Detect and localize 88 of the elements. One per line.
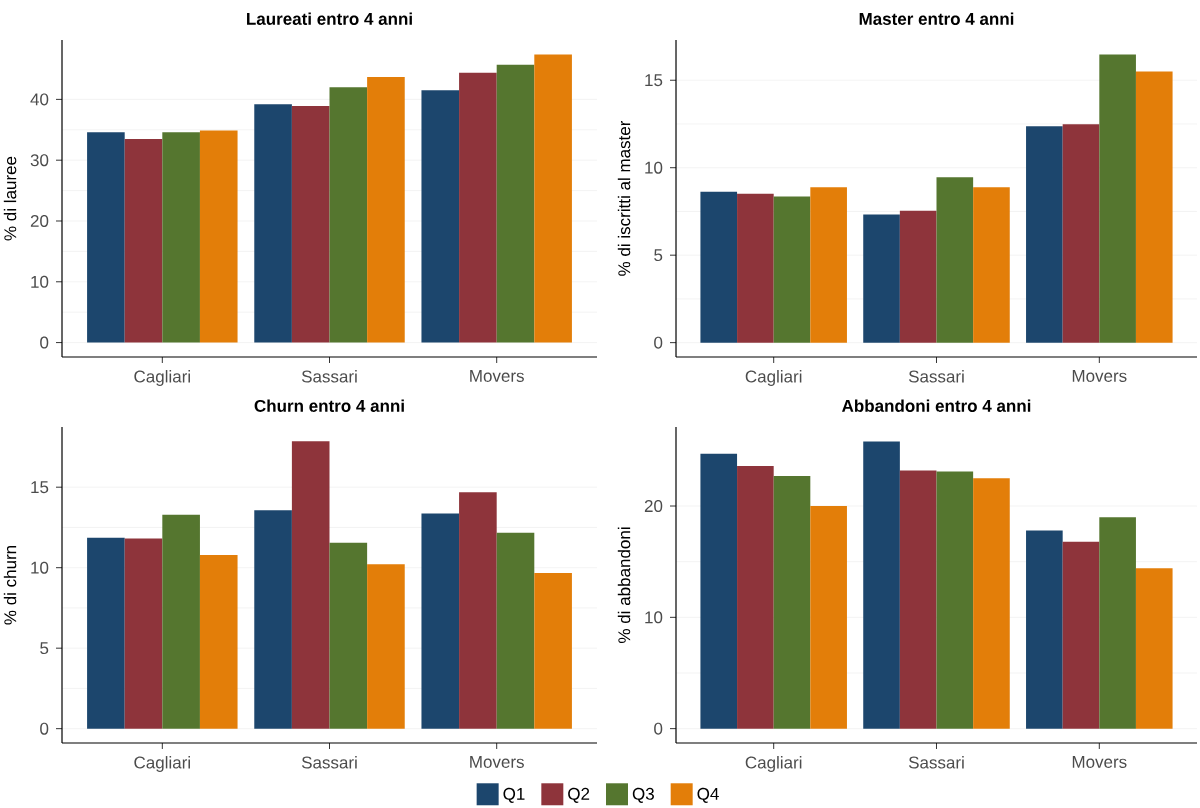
chart-title: Laureati entro 4 anni	[247, 12, 412, 25]
x-tick-label: Cagliari	[134, 756, 190, 772]
bar	[421, 513, 460, 729]
bar	[1099, 517, 1136, 729]
bar	[899, 470, 937, 729]
bar	[459, 72, 497, 343]
y-tick-label: 10	[645, 161, 663, 174]
bar	[1135, 71, 1173, 343]
bar	[162, 514, 200, 729]
bar	[124, 138, 163, 343]
bar	[1062, 124, 1100, 343]
bar	[1026, 530, 1063, 729]
y-tick-label: 0	[654, 336, 663, 349]
y-tick-label: 0	[40, 722, 49, 735]
y-tick-label: 0	[40, 336, 49, 349]
bar	[162, 132, 200, 343]
legend-label: Q2	[568, 787, 590, 803]
bar	[863, 214, 900, 343]
bar	[1026, 126, 1063, 343]
bar	[291, 441, 330, 729]
x-tick-label: Sassari	[908, 370, 964, 383]
bar	[199, 554, 238, 729]
x-tick-label: Movers	[1072, 370, 1127, 382]
bar	[700, 191, 738, 343]
legend-label: Q1	[503, 787, 525, 803]
bar	[973, 187, 1010, 343]
y-tick-label: 5	[40, 642, 49, 655]
bar	[1099, 54, 1136, 343]
bar	[291, 106, 330, 343]
y-tick-label: 15	[645, 74, 663, 87]
bar	[367, 76, 405, 343]
bar	[87, 537, 125, 729]
y-axis-title: % di lauree	[3, 156, 17, 241]
y-tick-label: 10	[31, 275, 49, 288]
bar	[459, 492, 497, 729]
y-tick-label: 15	[31, 481, 49, 494]
legend-label: Q3	[632, 787, 654, 803]
bar	[367, 564, 405, 729]
bar	[810, 187, 847, 343]
bar	[496, 64, 535, 343]
legend-label: Q4	[697, 787, 719, 803]
y-axis-title: % di churn	[3, 545, 17, 625]
y-axis-title: % di abbandoni	[617, 527, 631, 644]
x-tick-label: Sassari	[301, 370, 357, 383]
bar	[496, 532, 535, 729]
bar	[973, 478, 1010, 729]
bar	[1062, 541, 1100, 729]
bar	[254, 104, 292, 343]
x-tick-label: Sassari	[908, 756, 964, 769]
bar	[421, 90, 460, 343]
bar	[737, 193, 774, 343]
x-tick-label: Movers	[1072, 756, 1127, 768]
bar	[199, 130, 238, 343]
y-tick-label: 20	[644, 500, 663, 513]
bar	[254, 510, 292, 729]
bar	[899, 210, 937, 343]
y-axis-title: % di iscritti al master	[617, 120, 631, 276]
bar	[1135, 568, 1173, 729]
bar	[737, 465, 774, 729]
bar	[810, 506, 847, 729]
chart-title: Abbandoni entro 4 anni	[841, 399, 1031, 412]
y-tick-label: 20	[30, 214, 49, 227]
bar	[534, 573, 572, 729]
x-tick-label: Cagliari	[745, 756, 802, 772]
y-tick-label: 0	[654, 722, 663, 735]
y-tick-label: 5	[654, 249, 663, 262]
y-tick-label: 10	[645, 611, 663, 624]
bar	[87, 132, 125, 343]
x-tick-label: Cagliari	[745, 370, 802, 386]
y-tick-label: 30	[30, 154, 49, 167]
bar	[773, 196, 811, 343]
bar	[124, 538, 163, 729]
bar	[936, 177, 974, 343]
x-tick-label: Sassari	[301, 756, 357, 769]
bar	[534, 54, 572, 343]
x-tick-label: Cagliari	[134, 370, 190, 386]
chart-title: Churn entro 4 anni	[254, 399, 404, 412]
y-tick-label: 40	[30, 93, 49, 106]
y-tick-label: 10	[31, 561, 49, 574]
chart-title: Master entro 4 anni	[859, 12, 1014, 25]
bar	[329, 542, 368, 729]
bar	[773, 475, 811, 729]
x-tick-label: Movers	[470, 370, 524, 382]
bar	[700, 453, 738, 729]
bar	[936, 471, 974, 729]
x-tick-label: Movers	[470, 756, 524, 768]
bar	[329, 87, 368, 343]
bar	[863, 441, 900, 729]
